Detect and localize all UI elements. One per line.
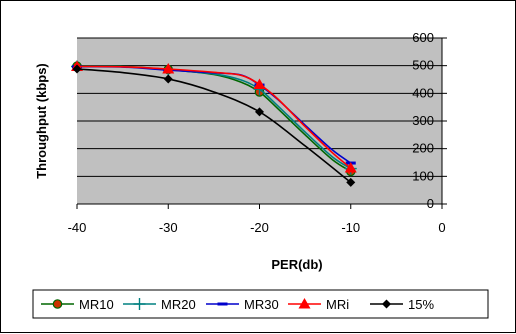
x-tick-label: -30 <box>159 220 178 235</box>
legend-label: MR20 <box>161 297 196 312</box>
series-line-15pct <box>76 68 352 184</box>
x-tick-label: -20 <box>250 220 269 235</box>
x-tick-label: 0 <box>438 220 445 235</box>
legend-label: MR10 <box>79 297 114 312</box>
legend-box <box>32 289 489 319</box>
legend-item-15pct: 15% <box>370 297 434 312</box>
axes-layer: 0100200300400500600-40-30-20-100 <box>68 30 447 235</box>
y-tick-label: 400 <box>412 85 434 100</box>
legend-item-mr10: MR10 <box>41 297 114 312</box>
data-point-diamond <box>346 177 356 187</box>
series-layer <box>71 60 357 187</box>
legend-label: MRi <box>326 297 349 312</box>
data-point-triangle <box>253 78 266 89</box>
series-15pct <box>72 64 356 187</box>
legend-label: MR30 <box>244 297 279 312</box>
data-point-triangle <box>298 298 311 309</box>
y-tick-label: 100 <box>412 168 434 183</box>
y-tick-label: 300 <box>412 113 434 128</box>
legend: MR10 MR20 MR30 MRi 15% <box>32 289 489 319</box>
y-tick-label: 500 <box>412 58 434 73</box>
data-point-plus <box>133 298 146 310</box>
x-tick-label: -40 <box>68 220 87 235</box>
data-point-diamond <box>72 64 82 74</box>
data-point-diamond <box>255 107 264 117</box>
y-axis-title: Throughput (kbps) <box>34 63 49 179</box>
data-point-circle <box>52 299 63 309</box>
data-point-dash <box>217 302 228 306</box>
legend-item-mr30: MR30 <box>206 297 279 312</box>
legend-item-mri: MRi <box>288 297 349 312</box>
x-axis-title: PER(db) <box>271 257 322 272</box>
y-tick-label: 200 <box>412 141 434 156</box>
data-point-diamond <box>382 299 391 309</box>
data-point-triangle <box>162 62 175 74</box>
x-tick-label: -10 <box>341 220 360 235</box>
data-point-diamond <box>163 74 173 84</box>
series-line-mri <box>76 65 352 169</box>
data-point-triangle <box>344 162 357 173</box>
y-tick-label: 600 <box>412 30 434 45</box>
legend-item-mr20: MR20 <box>123 297 196 312</box>
legend-label: 15% <box>408 297 434 312</box>
